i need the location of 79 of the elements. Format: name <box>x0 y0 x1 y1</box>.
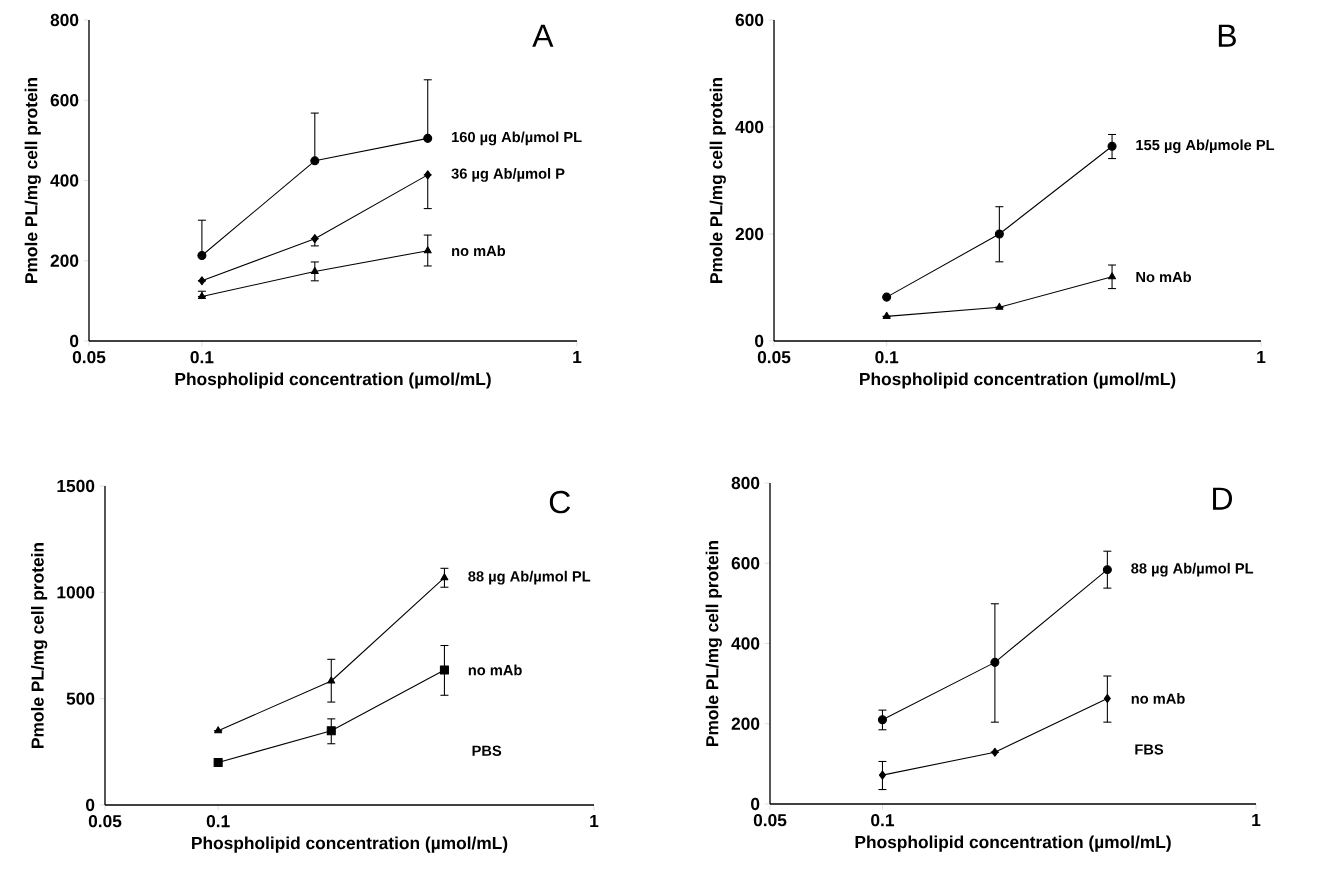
point <box>310 156 320 166</box>
chart-title: D <box>1213 487 1233 510</box>
x-tick-label: 1 <box>590 815 599 827</box>
x-tick-label: 1 <box>1252 814 1261 826</box>
x-tick-label: 1 <box>1257 351 1266 363</box>
y-tick-label: 800 <box>731 476 760 490</box>
y-tick-label: 0 <box>86 798 95 812</box>
point <box>882 292 892 302</box>
point <box>214 726 223 734</box>
x-tick-label: 0.05 <box>753 814 787 827</box>
x-axis-title: Phospholipid concentration (µmol/mL) <box>860 372 1176 389</box>
y-tick-label: 0 <box>751 797 760 811</box>
x-tick-label: 0.1 <box>190 351 214 364</box>
x-tick-label: 0.05 <box>757 351 791 364</box>
point <box>197 250 207 261</box>
y-tick-label: 500 <box>66 692 95 705</box>
series-label: no mAb <box>468 664 522 676</box>
point <box>990 657 1000 667</box>
y-tick-label: 1000 <box>57 586 95 599</box>
x-axis-title: Phospholipid concentration (µmol/mL) <box>855 835 1171 852</box>
point <box>326 726 336 736</box>
point <box>423 133 433 143</box>
chart-title: A <box>532 24 554 47</box>
point <box>311 234 319 244</box>
point <box>882 311 891 319</box>
y-axis-title: Pmole PL/mg cell protein <box>31 543 48 748</box>
x-tick-label: 0.1 <box>875 351 899 364</box>
point <box>424 170 432 180</box>
y-tick-label: 600 <box>735 13 764 27</box>
point <box>995 302 1004 310</box>
x-axis-title: Phospholipid concentration (µmol/mL) <box>175 372 491 389</box>
x-axis-title: Phospholipid concentration (µmol/mL) <box>192 836 508 853</box>
x-tick-label: 0.1 <box>206 815 230 828</box>
point <box>1107 141 1117 151</box>
y-tick-label: 200 <box>50 254 79 267</box>
point <box>423 246 432 254</box>
point <box>878 770 886 780</box>
series-label: no mAb <box>1131 693 1185 704</box>
x-tick-label: 0.05 <box>88 815 122 828</box>
chart-title: C <box>549 490 571 514</box>
y-tick-label: 400 <box>735 120 764 134</box>
y-tick-label: 600 <box>50 94 79 107</box>
point <box>310 267 319 275</box>
annotation: PBS <box>472 745 502 756</box>
x-tick-label: 1 <box>573 351 582 363</box>
point <box>198 276 206 286</box>
point <box>213 757 223 767</box>
y-tick-label: 600 <box>731 557 760 570</box>
point <box>440 573 449 581</box>
y-tick-label: 0 <box>70 334 79 348</box>
x-tick-label: 0.05 <box>72 351 106 364</box>
y-axis-title: Pmole PL/mg cell protein <box>24 78 41 283</box>
chart-title: B <box>1218 24 1236 47</box>
y-tick-label: 400 <box>50 174 79 187</box>
y-axis-title: Pmole PL/mg cell protein <box>705 541 722 746</box>
point <box>327 676 336 684</box>
x-tick-label: 0.1 <box>871 814 895 827</box>
series-label: No mAb <box>1136 271 1192 283</box>
point <box>1103 693 1111 704</box>
series-label: no mAb <box>452 245 506 257</box>
point <box>994 229 1004 239</box>
point <box>1102 565 1112 575</box>
y-tick-label: 200 <box>731 717 760 730</box>
point <box>1108 272 1117 280</box>
y-tick-label: 400 <box>731 637 760 650</box>
annotation: FBS <box>1135 744 1164 755</box>
series-label: 88 µg Ab/µmol PL <box>468 570 591 585</box>
series-label: 88 µg Ab/µmol PL <box>1131 562 1254 577</box>
y-tick-label: 1500 <box>57 479 95 493</box>
series-label: 160 µg Ab/µmol PL <box>452 131 582 146</box>
y-tick-label: 800 <box>50 13 79 27</box>
series-label: 155 µg Ab/µmole PL <box>1136 139 1275 154</box>
series-label: 36 µg Ab/µmol P <box>451 168 565 182</box>
y-tick-label: 200 <box>735 227 764 241</box>
y-axis-title: Pmole PL/mg cell protein <box>709 78 726 283</box>
point <box>877 715 887 725</box>
point <box>991 747 999 757</box>
point <box>439 665 449 675</box>
y-tick-label: 0 <box>755 334 764 348</box>
